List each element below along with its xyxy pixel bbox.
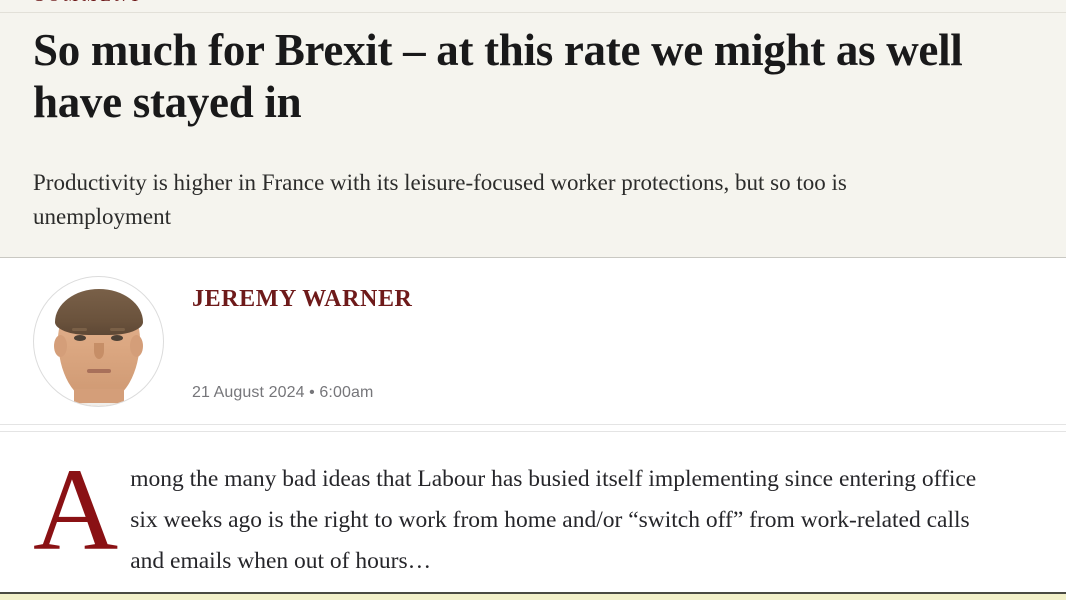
body-divider-lower: [0, 431, 1066, 432]
avatar-mouth: [86, 369, 111, 373]
avatar-brow-right: [110, 328, 125, 331]
byline-section: JEREMY WARNER 21 August 2024 • 6:00am: [0, 259, 1066, 424]
avatar-ear-right: [130, 335, 143, 357]
header-bottom-divider: [0, 257, 1066, 258]
avatar-neck: [73, 389, 124, 406]
first-paragraph-text: mong the many bad ideas that Labour has …: [130, 466, 977, 574]
kicker-divider: [0, 12, 1066, 13]
publish-timestamp: 21 August 2024 • 6:00am: [192, 384, 374, 401]
footer-rule-dark: [0, 592, 1066, 594]
footer-rule-gold: [0, 594, 1066, 600]
body-divider-upper: [0, 424, 1066, 425]
avatar-nose: [93, 343, 104, 359]
avatar-brow-left: [72, 328, 87, 331]
avatar-collar: [50, 403, 147, 406]
avatar-eye-right: [111, 335, 123, 341]
article-standfirst: Productivity is higher in France with it…: [33, 170, 847, 229]
article-header: COMMENT So much for Brexit – at this rat…: [0, 0, 1066, 258]
page-title: So much for Brexit – at this rate we mig…: [33, 25, 963, 127]
avatar-eye-left: [74, 335, 86, 341]
drop-cap: A: [33, 444, 119, 575]
author-name-link[interactable]: JEREMY WARNER: [192, 286, 413, 312]
avatar[interactable]: [33, 276, 164, 407]
avatar-ear-left: [54, 335, 67, 357]
section-kicker-comment[interactable]: COMMENT: [33, 0, 144, 6]
avatar-hair-shape: [54, 289, 143, 335]
